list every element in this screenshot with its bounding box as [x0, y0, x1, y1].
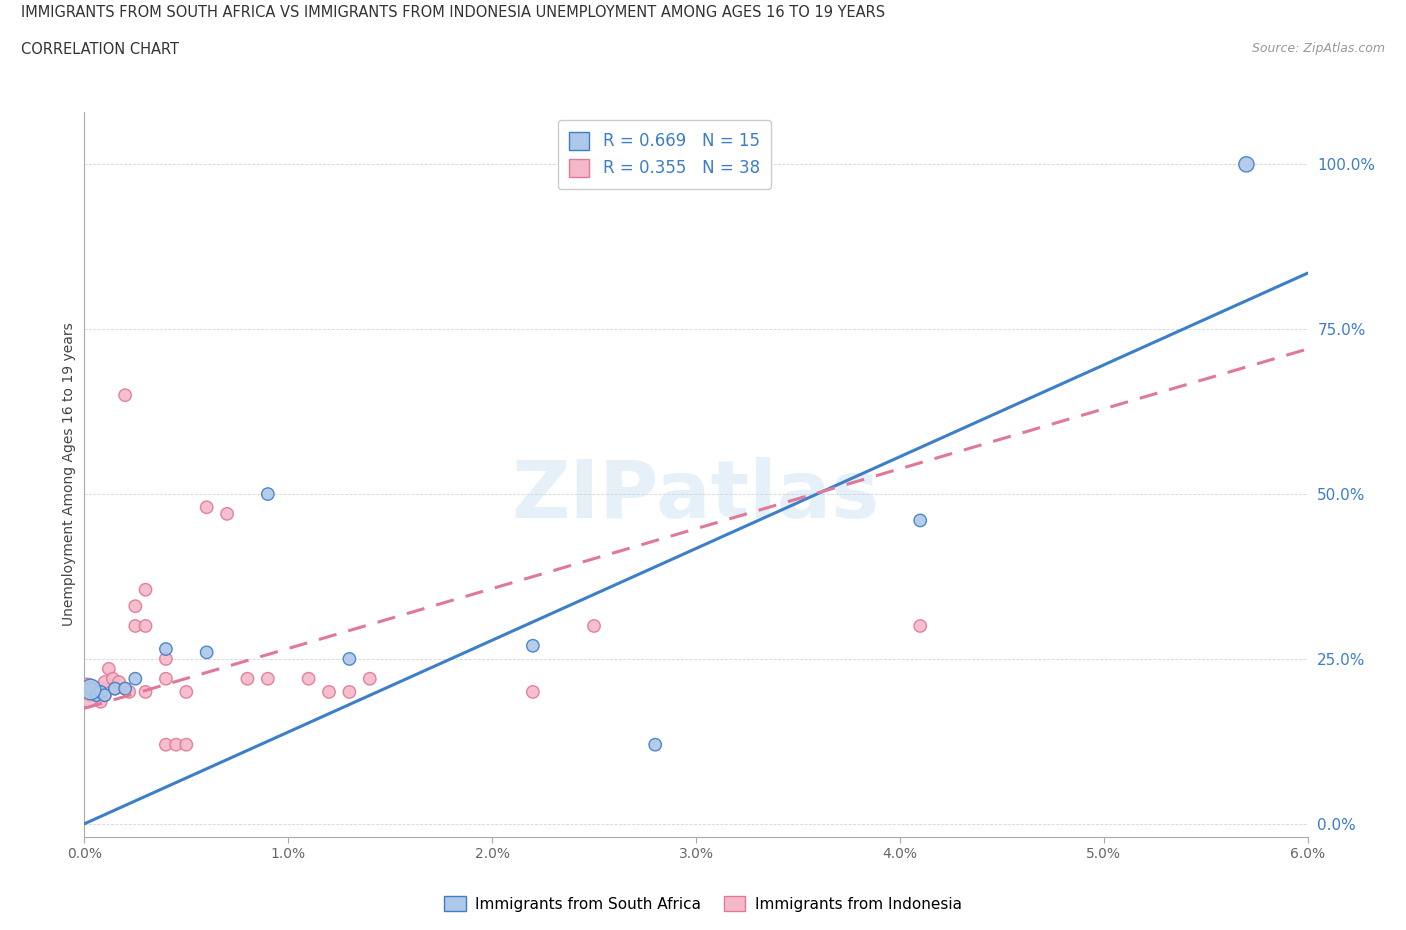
Text: Source: ZipAtlas.com: Source: ZipAtlas.com	[1251, 42, 1385, 55]
Point	[174, 684, 197, 699]
Point	[114, 681, 136, 696]
Point	[91, 681, 114, 696]
Point	[75, 684, 97, 699]
Point	[97, 661, 120, 676]
Point	[910, 513, 932, 528]
Point	[236, 671, 259, 686]
Point	[910, 618, 932, 633]
Point	[135, 684, 157, 699]
Point	[104, 681, 127, 696]
Text: ZIPatlas: ZIPatlas	[512, 457, 880, 535]
Y-axis label: Unemployment Among Ages 16 to 19 years: Unemployment Among Ages 16 to 19 years	[62, 323, 76, 626]
Point	[79, 681, 101, 696]
Text: CORRELATION CHART: CORRELATION CHART	[21, 42, 179, 57]
Point	[174, 737, 197, 752]
Point	[195, 644, 218, 659]
Point	[1236, 157, 1258, 172]
Point	[124, 599, 146, 614]
Point	[165, 737, 187, 752]
Point	[87, 688, 110, 703]
Text: IMMIGRANTS FROM SOUTH AFRICA VS IMMIGRANTS FROM INDONESIA UNEMPLOYMENT AMONG AGE: IMMIGRANTS FROM SOUTH AFRICA VS IMMIGRAN…	[21, 5, 886, 20]
Point	[124, 618, 146, 633]
Point	[75, 684, 97, 699]
Point	[101, 671, 124, 686]
Point	[522, 638, 544, 653]
Point	[298, 671, 321, 686]
Legend: R = 0.669   N = 15, R = 0.355   N = 38: R = 0.669 N = 15, R = 0.355 N = 38	[558, 120, 772, 189]
Point	[93, 688, 115, 703]
Point	[257, 486, 280, 501]
Point	[217, 507, 239, 522]
Legend: Immigrants from South Africa, Immigrants from Indonesia: Immigrants from South Africa, Immigrants…	[439, 889, 967, 918]
Point	[77, 678, 100, 693]
Point	[90, 695, 112, 710]
Point	[318, 684, 340, 699]
Point	[339, 652, 361, 667]
Point	[644, 737, 666, 752]
Point	[124, 671, 146, 686]
Point	[118, 684, 141, 699]
Point	[104, 681, 127, 696]
Point	[135, 582, 157, 597]
Point	[155, 671, 177, 686]
Point	[79, 688, 101, 703]
Point	[86, 688, 108, 703]
Point	[359, 671, 381, 686]
Point	[93, 674, 115, 689]
Point	[257, 671, 280, 686]
Point	[583, 618, 606, 633]
Point	[155, 737, 177, 752]
Point	[522, 684, 544, 699]
Point	[90, 684, 112, 699]
Point	[339, 684, 361, 699]
Point	[108, 674, 131, 689]
Point	[79, 681, 101, 696]
Point	[195, 499, 218, 514]
Point	[93, 688, 115, 703]
Point	[135, 618, 157, 633]
Point	[83, 684, 105, 699]
Point	[114, 681, 136, 696]
Point	[114, 388, 136, 403]
Point	[155, 652, 177, 667]
Point	[155, 642, 177, 657]
